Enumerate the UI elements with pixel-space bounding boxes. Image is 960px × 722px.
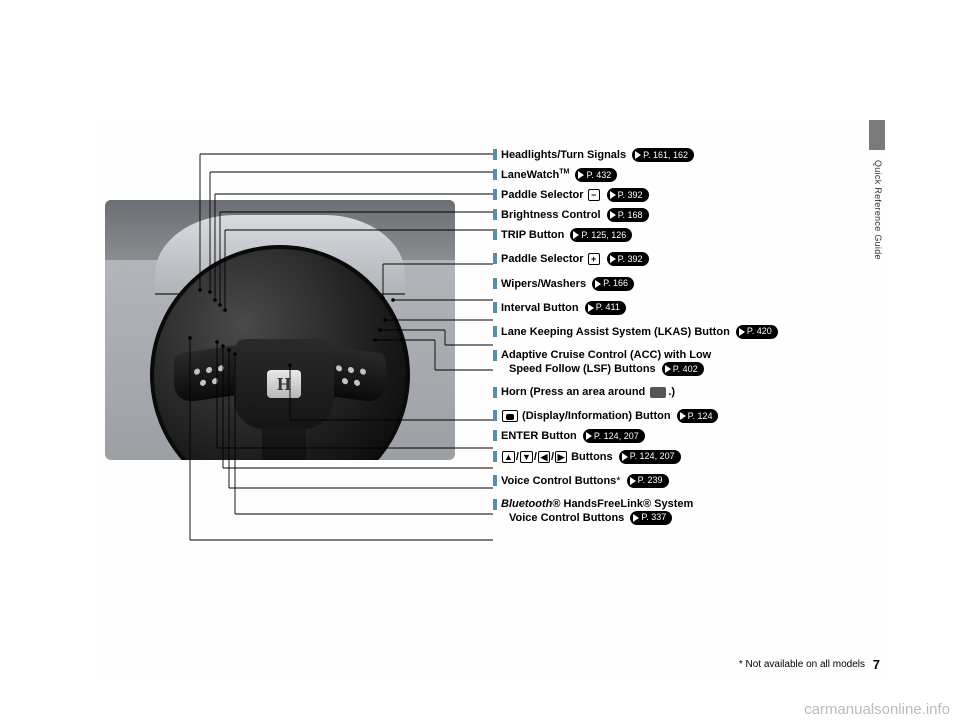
callout-list: Headlights/Turn Signals P. 161, 162 Lane… xyxy=(493,148,873,531)
callout-paddle-minus: Paddle Selector − P. 392 xyxy=(493,188,873,202)
callout-enter: ENTER Button P. 124, 207 xyxy=(493,429,873,443)
page-ref-pill: P. 420 xyxy=(736,325,778,339)
page-ref-pill: P. 125, 126 xyxy=(570,228,632,242)
side-section-label: Quick Reference Guide xyxy=(873,160,883,260)
callout-acc: Adaptive Cruise Control (ACC) with Low S… xyxy=(493,349,873,376)
callout-paddle-plus: Paddle Selector + P. 392 xyxy=(493,252,873,266)
left-key-icon: ◀ xyxy=(538,451,550,463)
callout-horn: Horn (Press an area around .) xyxy=(493,386,873,399)
page-ref-pill: P. 411 xyxy=(585,301,626,315)
page-ref-pill: P. 239 xyxy=(627,474,669,488)
callout-lkas: Lane Keeping Assist System (LKAS) Button… xyxy=(493,325,873,339)
callout-trip: TRIP Button P. 125, 126 xyxy=(493,228,873,242)
wheel-hub: H xyxy=(234,339,334,429)
page-number: 7 xyxy=(873,657,880,672)
steering-wheel-illustration: H xyxy=(105,200,455,460)
info-key-icon xyxy=(502,410,518,422)
bullet-bar xyxy=(493,149,497,160)
honda-logo: H xyxy=(267,370,301,398)
page-ref-pill: P. 402 xyxy=(662,362,704,376)
page-ref-pill: P. 168 xyxy=(607,208,649,222)
callout-brightness: Brightness Control P. 168 xyxy=(493,208,873,222)
down-key-icon: ▼ xyxy=(520,451,533,463)
page-ref-pill: P. 166 xyxy=(592,277,634,291)
plus-key-icon: + xyxy=(588,253,600,265)
wheel-spoke-bottom xyxy=(262,424,306,460)
up-key-icon: ▲ xyxy=(502,451,515,463)
manual-page: Quick Reference Guide H xyxy=(95,120,885,680)
page-ref-pill: P. 392 xyxy=(607,252,649,266)
callout-lanewatch: LaneWatchTM P. 432 xyxy=(493,168,873,182)
side-tab xyxy=(869,120,885,150)
callout-headlights: Headlights/Turn Signals P. 161, 162 xyxy=(493,148,873,162)
footnote: * Not available on all models xyxy=(739,659,865,670)
page-ref-pill: P. 124 xyxy=(677,409,719,423)
page-ref-pill: P. 432 xyxy=(575,168,617,182)
horn-icon xyxy=(650,387,666,398)
callout-wipers: Wipers/Washers P. 166 xyxy=(493,277,873,291)
callout-display-info: (Display/Information) Button P. 124 xyxy=(493,409,873,423)
page-ref-pill: P. 392 xyxy=(607,188,649,202)
minus-key-icon: − xyxy=(588,189,600,201)
right-key-icon: ▶ xyxy=(555,451,567,463)
page-ref-pill: P. 161, 162 xyxy=(632,148,694,162)
callout-bluetooth-hfl: Bluetooth® HandsFreeLink® System Voice C… xyxy=(493,498,873,525)
callout-arrow-buttons: ▲/▼/◀/▶ Buttons P. 124, 207 xyxy=(493,450,873,464)
watermark: carmanualsonline.info xyxy=(804,701,950,718)
callout-interval: Interval Button P. 411 xyxy=(493,301,873,315)
page-ref-pill: P. 124, 207 xyxy=(619,450,681,464)
callout-voice-control: Voice Control Buttons* P. 239 xyxy=(493,474,873,488)
page-ref-pill: P. 124, 207 xyxy=(583,429,645,443)
page-ref-pill: P. 337 xyxy=(630,511,672,525)
